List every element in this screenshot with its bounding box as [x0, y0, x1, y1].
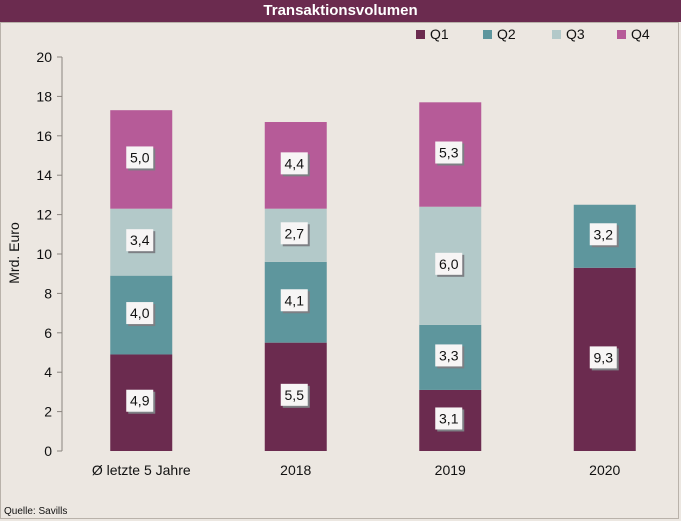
- data-label-box: [435, 344, 463, 367]
- data-label-box: [126, 229, 154, 252]
- y-tick-label: 16: [36, 128, 52, 144]
- data-label-box: [280, 289, 308, 312]
- y-tick-label: 2: [44, 404, 52, 420]
- y-tick-label: 14: [36, 167, 52, 183]
- legend-swatch-q3: [552, 30, 561, 39]
- data-label-box: [126, 146, 154, 169]
- data-label: 5,5: [285, 387, 305, 403]
- x-tick-label: 2019: [435, 462, 466, 478]
- data-label-box: [589, 346, 617, 369]
- data-label-box: [435, 141, 463, 164]
- data-label-box: [280, 383, 308, 406]
- legend-swatch-q4: [617, 30, 626, 39]
- legend-label: Q4: [631, 26, 650, 42]
- y-tick-label: 18: [36, 88, 52, 104]
- data-label: 4,0: [130, 305, 150, 321]
- y-tick-label: 4: [44, 364, 52, 380]
- data-label: 4,4: [285, 155, 305, 171]
- data-label: 3,4: [130, 232, 150, 248]
- y-tick-label: 10: [36, 246, 52, 262]
- data-label: 5,0: [130, 149, 150, 165]
- y-tick-label: 12: [36, 207, 52, 223]
- axes: 0 2 4 6 8 10 12 14 16 18 20 Ø letzte 5 Jahre 2018 201…: [36, 49, 620, 478]
- data-label: 3,1: [439, 410, 459, 426]
- data-label: 5,3: [439, 145, 459, 161]
- y-tick-label: 20: [36, 49, 52, 65]
- y-tick-label: 8: [44, 285, 52, 301]
- source-note: Quelle: Savills: [4, 506, 68, 517]
- data-label: 3,2: [594, 226, 614, 242]
- chart-frame: [0, 22, 679, 519]
- legend-label: Q3: [566, 26, 585, 42]
- y-tick-label: 6: [44, 325, 52, 341]
- data-label-box: [280, 152, 308, 175]
- y-axis-label: Mrd. Euro: [6, 222, 22, 284]
- data-label: 4,9: [130, 393, 150, 409]
- y-tick-label: 0: [44, 443, 52, 459]
- data-label-box: [280, 222, 308, 245]
- data-label: 3,3: [439, 347, 459, 363]
- data-label: 4,1: [285, 292, 305, 308]
- data-label-box: [589, 223, 617, 246]
- data-label-box: [435, 252, 463, 275]
- data-label-box: [126, 302, 154, 325]
- chart-title: Transaktionsvolumen: [0, 0, 681, 22]
- x-tick-label: Ø letzte 5 Jahre: [92, 462, 191, 478]
- legend-swatch-q2: [483, 30, 492, 39]
- legend-label: Q2: [497, 26, 516, 42]
- data-label-box: [435, 407, 463, 430]
- legend-label: Q1: [430, 26, 449, 42]
- data-label: 6,0: [439, 256, 459, 272]
- data-label-box: [126, 389, 154, 412]
- x-tick-label: 2020: [589, 462, 620, 478]
- legend-swatch-q1: [416, 30, 425, 39]
- data-label: 2,7: [285, 225, 305, 241]
- bars: [110, 102, 636, 451]
- x-tick-label: 2018: [280, 462, 311, 478]
- legend: Q1 Q2 Q3 Q4: [416, 26, 650, 42]
- data-labels: 4,9 4,0 3,4 5,0 5,5 4,1 2,7 4,4 3,1 3,3 6,0 5,3 9,3 3…: [126, 141, 619, 432]
- data-label: 9,3: [594, 349, 614, 365]
